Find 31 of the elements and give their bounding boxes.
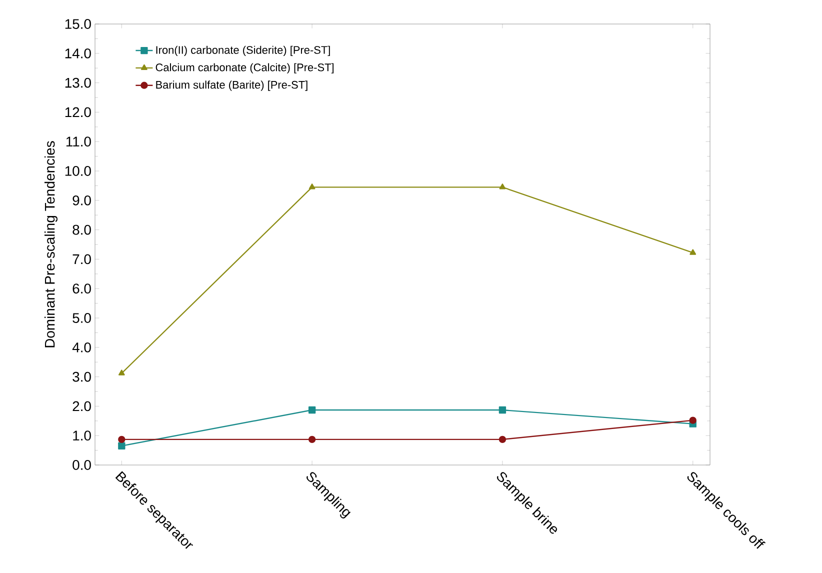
y-tick-label: 13.0: [65, 78, 91, 88]
point: [308, 184, 316, 190]
point: [308, 406, 316, 414]
y-tick-label: 14.0: [65, 48, 91, 58]
y-tick-label: 1.0: [73, 430, 91, 441]
y-tick-label: 2.0: [72, 401, 91, 412]
point: [118, 436, 126, 444]
point: [308, 436, 316, 444]
y-tick-label: 0.0: [72, 460, 91, 470]
y-tick-label: 12.0: [65, 107, 91, 118]
point: [499, 184, 506, 190]
point: [498, 406, 506, 414]
y-tick-label: 3.0: [72, 372, 91, 382]
y-tick-label: 9.0: [72, 195, 91, 206]
y-axis-title: Dominant Pre-scaling Tendencies: [44, 141, 58, 348]
point: [498, 436, 506, 444]
legend-label: Iron(II) carbonate (Siderite) [Pre-ST]: [156, 46, 330, 56]
point: [118, 442, 126, 450]
point: [690, 249, 696, 255]
y-tick-label: 7.0: [72, 254, 91, 264]
point: [118, 370, 125, 376]
legend-label: Barium sulfate (Barite) [Pre-ST]: [156, 80, 308, 91]
legend-label: Calcium carbonate (Calcite) [Pre-ST]: [156, 63, 334, 74]
y-tick-label: 5.0: [72, 313, 91, 323]
y-tick-label: 4.0: [72, 342, 91, 352]
y-tick-label: 11.0: [66, 136, 91, 147]
y-tick-label: 8.0: [72, 224, 91, 235]
y-tick-label: 10.0: [65, 166, 91, 176]
point: [689, 416, 696, 424]
y-tick-label: 6.0: [72, 284, 91, 294]
y-tick-label: 15.0: [65, 19, 91, 29]
